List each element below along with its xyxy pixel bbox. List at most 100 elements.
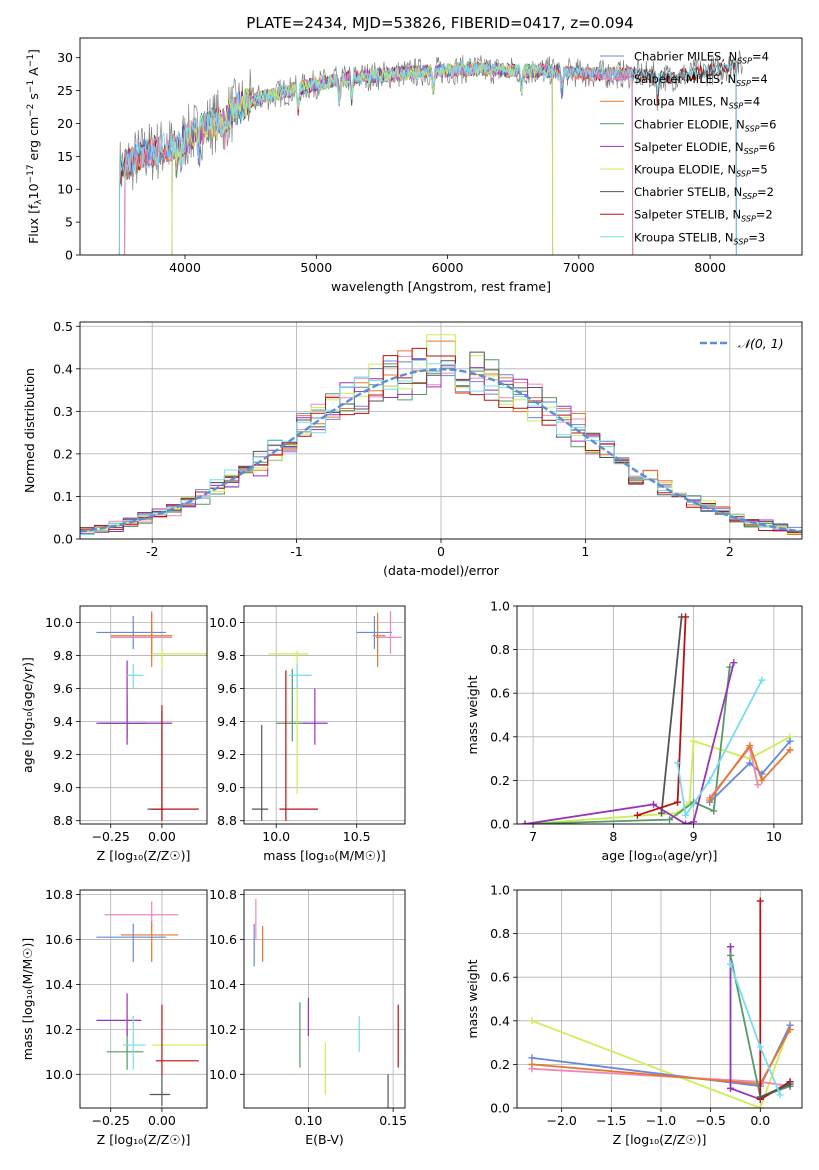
axes-mass_vs_ebv: 0.10 0.15 10.0 10.2 10.4 10.6 10.8 E(B-V) [209,887,407,1147]
legend-n-value: =6 [760,117,777,131]
x-axis-label: E(B-V) [305,1132,344,1147]
plot-area [96,610,207,821]
y-axis-label: mass [log₁₀(M/M☉)] [20,938,35,1060]
axes-age_vs_mass: 10.0 10.5 8.8 9.0 9.2 9.4 9.6 9.8 10.0 mass [log₁… [209,605,406,863]
legend-subscript: SSP [734,237,749,246]
x-tick-label: 8 [609,829,617,844]
weight-point-marker [746,742,754,750]
y-tick-label: 10.2 [45,1022,73,1037]
x-tick-label: 10.5 [343,829,371,844]
weight-point-marker [682,811,690,819]
legend-subscript: SSP [729,102,744,111]
legend-n-label: , N [726,185,742,199]
axes-frame [243,889,406,1109]
weight-point-marker [786,737,794,745]
y-tick-label: 10.0 [209,615,237,630]
y-axis-label-part: −1 [26,80,36,93]
x-axis-label: age [log₁₀(age/yr)] [602,848,718,863]
y-tick-label: 15 [57,149,73,164]
weight-point-marker [528,1060,536,1068]
grid-lines [80,890,207,1108]
y-tick-label: 9.6 [217,681,237,696]
y-tick-label: 8.8 [217,813,237,828]
weight-point-marker [666,816,674,824]
weight-point-marker [758,776,766,784]
x-tick-label: 0.15 [379,1113,407,1128]
model-spectrum-line [118,59,737,255]
y-tick-label: 9.0 [217,780,237,795]
legend-series-name: Chabrier MILES [634,50,721,64]
y-tick-label: 9.8 [53,648,73,663]
weight-series-line [524,662,735,824]
plot-area [96,901,207,1106]
y-axis-label-part: ] [26,49,41,54]
axes-age_vs_Z: −0.25 0.00 8.8 9.0 9.2 9.4 9.6 9.8 10.0 Z [log₁₀(… [20,605,208,863]
weight-point-marker [528,1054,536,1062]
weight-point-marker [756,1043,764,1051]
y-tick-label: 0.0 [53,532,73,547]
weight-series-line [708,743,791,801]
y-tick-label: 25 [57,83,73,98]
y-tick-label: 0 [65,248,73,263]
y-tick-label: 0.4 [490,1013,510,1028]
legend-n-label: , N [720,72,736,86]
x-axis-label: (data-model)/error [383,563,500,578]
y-tick-label: 10.6 [45,932,73,947]
legend-series-name: Kroupa ELODIE [634,163,720,177]
legend-label: Salpeter MILES, NSSP=4 [634,72,768,88]
x-tick-label: −2.0 [547,1113,577,1128]
y-tick-label: 0.2 [490,1057,510,1072]
y-tick-label: 9.4 [53,714,73,729]
weight-point-marker [746,759,754,767]
legend-n-label: , N [728,140,744,154]
x-tick-label: 1 [581,544,589,559]
y-tick-label: 0.0 [490,1101,510,1116]
legend-n-value: =4 [752,50,769,64]
legend-series-name: Salpeter ELODIE [634,140,728,154]
x-axis-label: Z [log₁₀(Z/Z☉)] [613,1132,707,1147]
legend-series-name: Chabrier ELODIE [634,117,729,131]
legend-n-value: =2 [756,208,773,222]
axes-frame [79,37,803,256]
legend-subscript: SSP [736,170,751,179]
weight-point-marker [786,1080,794,1088]
weight-point-marker [674,798,682,806]
legend-n-value: =3 [748,230,765,244]
legend-label: Kroupa ELODIE, NSSP=5 [634,163,768,179]
weight-point-marker [706,796,714,804]
plot-area [80,334,802,535]
x-tick-label: 7000 [563,260,595,275]
residuals-legend: 𝒩(0, 1) [700,336,784,351]
y-tick-label: 20 [57,116,73,131]
x-tick-label: 0.00 [148,1113,176,1128]
legend-n-value: =4 [751,72,768,86]
y-tick-label: 8.8 [53,813,73,828]
y-axis-label: Normed distribution [22,368,37,493]
weight-point-marker [754,781,762,789]
weight-point-marker [528,1017,536,1025]
weight-point-marker [756,1093,764,1101]
y-tick-label: 10.4 [45,977,73,992]
y-axis-label: Flux [fλ10−17 erg cm−2 s−1 A−1] [26,49,44,244]
weight-point-marker [690,737,698,745]
y-tick-label: 9.2 [53,747,73,762]
legend-series-name: Kroupa MILES [634,95,713,109]
x-tick-label: 2 [726,544,734,559]
x-tick-label: 5000 [300,260,332,275]
x-tick-label: -2 [146,544,158,559]
legend-label: Chabrier ELODIE, NSSP=6 [634,117,776,133]
weight-point-marker [727,943,735,951]
weight-point-marker [758,676,766,684]
plot-area [528,897,794,1108]
grid-lines [517,605,802,825]
legend-n-value: =5 [751,163,768,177]
gaussian-curve [80,368,802,533]
y-axis-label-part: A [26,67,41,80]
legend-label: Kroupa STELIB, NSSP=3 [634,230,765,246]
legend-series-name: Salpeter STELIB [634,208,725,222]
weight-point-marker [727,951,735,959]
axes-frame [79,321,803,540]
y-tick-label: 10.6 [209,932,237,947]
weight-point-marker [649,800,657,808]
